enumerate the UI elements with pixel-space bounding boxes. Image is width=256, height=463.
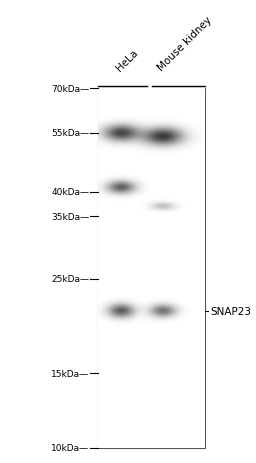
Text: 10kDa—: 10kDa—	[51, 444, 89, 452]
Text: 25kDa—: 25kDa—	[51, 275, 89, 283]
Text: 40kDa—: 40kDa—	[51, 188, 89, 197]
Text: 35kDa—: 35kDa—	[51, 213, 89, 221]
Text: 70kDa—: 70kDa—	[51, 85, 89, 94]
Text: Mouse kidney: Mouse kidney	[156, 16, 214, 73]
Bar	[99, 89, 205, 448]
Text: SNAP23: SNAP23	[210, 306, 251, 316]
Text: 55kDa—: 55kDa—	[51, 129, 89, 138]
Text: HeLa: HeLa	[114, 48, 140, 73]
Text: 15kDa—: 15kDa—	[51, 369, 89, 378]
